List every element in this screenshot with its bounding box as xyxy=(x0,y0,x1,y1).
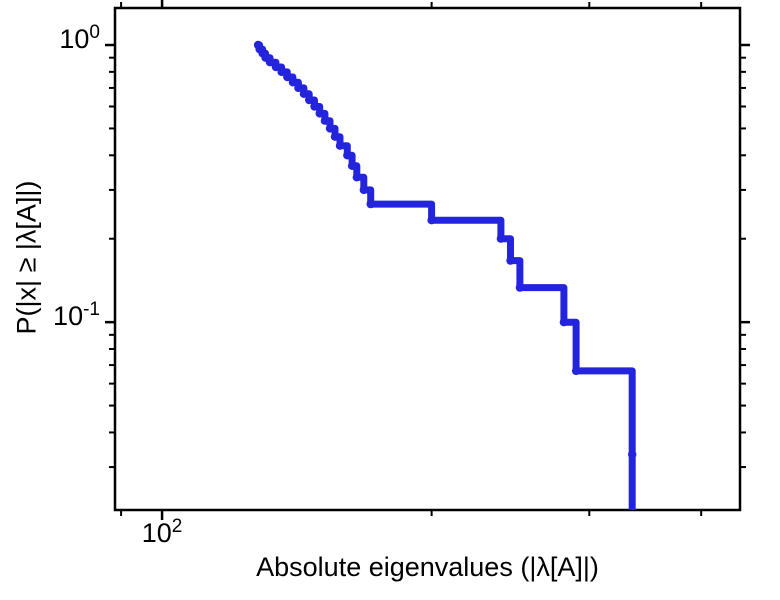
data-marker xyxy=(496,234,506,243)
data-marker xyxy=(325,124,335,133)
data-marker xyxy=(305,95,314,105)
data-marker xyxy=(288,78,298,87)
data-marker xyxy=(299,89,309,99)
data-marker xyxy=(559,318,569,327)
plot-border xyxy=(113,6,742,512)
data-marker xyxy=(315,109,324,118)
y-tick-label: 10-1 xyxy=(53,298,100,332)
y-tick-label: 100 xyxy=(59,21,100,54)
data-marker xyxy=(347,161,357,170)
data-marker xyxy=(283,72,292,82)
data-marker xyxy=(271,62,281,72)
data-marker xyxy=(352,173,361,182)
data-marker xyxy=(366,199,375,209)
data-marker xyxy=(320,116,330,125)
data-marker xyxy=(571,366,581,376)
data-marker xyxy=(335,141,345,150)
ccdf-step-line xyxy=(254,41,636,510)
x-axis-label: Absolute eigenvalues (|λ[A]|) xyxy=(256,552,599,582)
data-marker xyxy=(265,58,275,67)
data-marker xyxy=(310,102,319,111)
data-marker xyxy=(294,83,303,93)
data-marker xyxy=(330,132,340,141)
data-marker xyxy=(359,185,368,195)
x-tick-label: 102 xyxy=(141,515,183,548)
y-axis-label: P(|x| ≥ |λ[A]|) xyxy=(11,180,42,335)
data-marker xyxy=(515,283,525,292)
data-marker xyxy=(506,256,515,265)
data-marker xyxy=(277,67,286,77)
data-marker xyxy=(343,151,352,160)
data-marker xyxy=(427,216,436,225)
data-marker xyxy=(628,450,637,459)
